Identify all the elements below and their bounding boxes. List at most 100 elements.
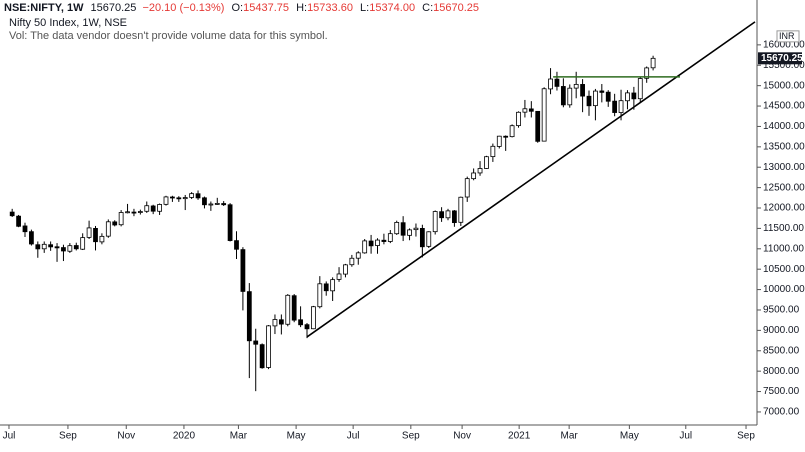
candle-body (61, 247, 66, 252)
candle-body (343, 264, 348, 275)
y-tick-label: 14000.00 (763, 121, 805, 132)
candle-body (477, 168, 483, 174)
candle-body (381, 239, 387, 242)
candle-body (112, 221, 118, 226)
chart-subtitle: Vol: The data vendor doesn't provide vol… (9, 30, 328, 42)
candle-body (323, 283, 329, 292)
y-tick-label: 7000.00 (763, 407, 800, 418)
y-tick-label: 12500.00 (763, 182, 805, 193)
candle-body (253, 340, 259, 345)
candle-body (202, 197, 207, 206)
candle-body (644, 67, 650, 79)
x-tick-label: Mar (561, 431, 579, 442)
candle-body (548, 78, 553, 90)
o: 15437.75 (243, 2, 289, 14)
c: 15670.25 (433, 2, 479, 14)
y-tick-label: 15000.00 (763, 80, 805, 91)
y-tick-label: 14500.00 (763, 101, 805, 112)
x-tick-label: Nov (453, 431, 471, 442)
candle-body (234, 240, 239, 250)
candle-body (458, 196, 464, 223)
y-tick-label: 11000.00 (763, 243, 804, 254)
h-label: H: (296, 2, 307, 14)
candle-body (496, 135, 502, 147)
candle-body (471, 172, 477, 180)
candle-body (612, 100, 618, 113)
candle-body (625, 92, 630, 102)
candle-body (35, 244, 41, 250)
plot (9, 21, 756, 392)
x-tick-label: 2021 (508, 431, 531, 442)
candle-body (464, 178, 470, 198)
candle-body (509, 125, 515, 138)
candle-body (573, 83, 579, 89)
candle-body (618, 100, 624, 113)
x-tick-label: May (620, 431, 639, 442)
candle-body (432, 211, 438, 233)
candle-body (54, 246, 60, 249)
candle-body (214, 203, 220, 205)
candle-body (272, 319, 278, 327)
candle-body (599, 90, 605, 93)
x-tick-label: Nov (117, 431, 135, 442)
y-tick-label: 11500.00 (763, 223, 804, 234)
candle-body (16, 215, 21, 227)
chart-title: Nifty 50 Index, 1W, NSE (9, 17, 127, 29)
candle-body (413, 227, 419, 231)
candle-body (182, 197, 188, 200)
candle-body (400, 222, 406, 236)
candle-body (144, 205, 150, 212)
candle-body (503, 135, 509, 138)
candle-body (176, 197, 182, 200)
candle-body (86, 227, 92, 238)
currency: INR (779, 31, 795, 41)
x-tick-label: Jul (347, 431, 360, 442)
candle-body (29, 231, 34, 245)
x-tick-label: 2020 (173, 431, 196, 442)
candle-body (516, 111, 521, 127)
candle-body (355, 252, 361, 259)
last-price-badge (758, 52, 802, 65)
x-tick-label: Sep (402, 431, 420, 442)
candle-body (362, 240, 368, 254)
candle-body (150, 205, 156, 212)
symbol: NSE:NIFTY, 1W (4, 2, 84, 14)
candle-body (67, 245, 73, 252)
candle-body (285, 294, 291, 325)
candle-body (593, 90, 598, 107)
trend-line (306, 21, 756, 338)
y-tick-label: 8000.00 (763, 366, 800, 377)
legend-line: NSE:NIFTY, 1W 15670.25 −20.10 (−0.13%) O… (4, 2, 479, 14)
candle-body (541, 88, 547, 142)
y-tick-label: 10000.00 (763, 284, 805, 295)
candle-body (195, 193, 201, 199)
candle-body (246, 291, 252, 342)
candle-body (631, 92, 637, 100)
candle-body (137, 211, 143, 213)
candle-body (291, 295, 297, 321)
y-tick-label: 10500.00 (763, 264, 805, 275)
candle-body (189, 193, 195, 198)
candle-body (349, 257, 355, 266)
candle-body (452, 210, 457, 224)
c-label: C: (422, 2, 433, 14)
candle-body (278, 319, 284, 325)
candle-body (560, 86, 566, 106)
candle-body (426, 231, 432, 247)
candle-body (298, 319, 303, 326)
candle-body (9, 211, 15, 217)
candle-body (311, 306, 316, 330)
candle-body (445, 210, 451, 219)
candle-body (41, 243, 47, 250)
candle-body (22, 225, 28, 233)
candle-body (407, 229, 412, 236)
candle-body (522, 108, 528, 113)
y-tick-label: 15500.00 (763, 60, 805, 71)
y-tick-label: 12000.00 (763, 203, 805, 214)
candle-body (99, 235, 105, 243)
candle-body (266, 325, 271, 368)
candle-body (394, 222, 400, 235)
candle-body (259, 344, 265, 369)
candle-body (605, 91, 611, 102)
